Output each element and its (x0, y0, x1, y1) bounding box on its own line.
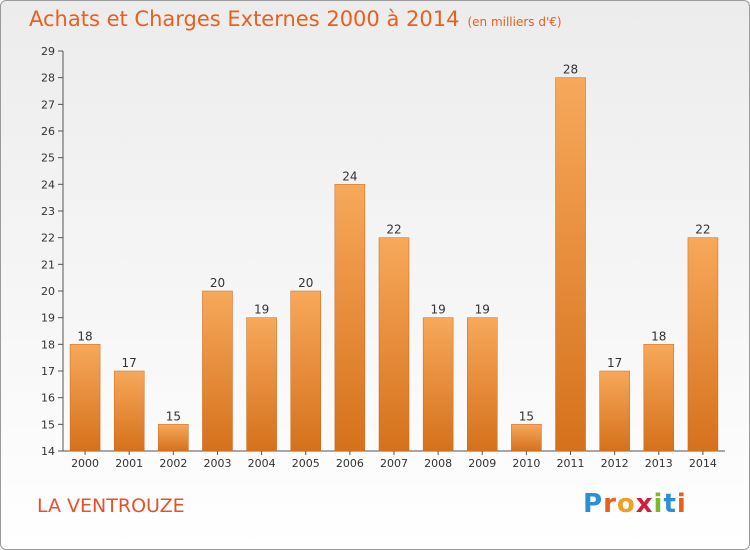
commune-name: LA VENTROUZE (37, 495, 185, 517)
bar[interactable] (246, 317, 277, 452)
y-tick-label: 17 (41, 365, 55, 378)
bars: 18 17 15 20 19 20 24 22 19 19 15 28 17 18 22 (69, 63, 719, 452)
bar-value-label: 18 (651, 329, 666, 343)
bar-value-label: 15 (519, 409, 534, 423)
x-tick-label: 2006 (336, 457, 364, 470)
bar[interactable] (158, 424, 189, 452)
logo-letter: x (635, 489, 654, 519)
bar-value-label: 18 (77, 329, 92, 343)
y-tick-label: 15 (41, 418, 55, 431)
x-tick-label: 2007 (380, 457, 408, 470)
bar-value-label: 22 (695, 223, 710, 237)
bar-value-label: 19 (475, 303, 490, 317)
y-tick-label: 25 (41, 152, 55, 165)
x-tick-label: 2012 (601, 457, 629, 470)
chart-title: Achats et Charges Externes 2000 à 2014 (e… (29, 7, 562, 31)
y-tick-label: 19 (41, 312, 55, 325)
bar[interactable] (290, 290, 321, 452)
bar[interactable] (69, 344, 101, 452)
bar[interactable] (467, 317, 498, 452)
logo-letter: t (663, 489, 677, 519)
x-tick-label: 2014 (689, 457, 717, 470)
y-tick-label: 22 (41, 232, 55, 245)
bar[interactable] (599, 370, 630, 452)
y-tick-label: 29 (41, 45, 55, 58)
bar-value-label: 22 (386, 223, 401, 237)
bar[interactable] (334, 184, 366, 452)
title-text: Achats et Charges Externes 2000 à 2014 (29, 7, 460, 31)
bar-value-label: 15 (166, 409, 181, 423)
x-tick-label: 2000 (71, 457, 99, 470)
bar[interactable] (113, 370, 145, 452)
x-tick-label: 2002 (159, 457, 187, 470)
x-tick-label: 2013 (645, 457, 673, 470)
proxiti-logo[interactable]: Proxiti (583, 489, 687, 519)
y-tick-label: 18 (41, 338, 55, 351)
y-tick-label: 26 (41, 125, 55, 138)
logo-letter: r (603, 489, 617, 519)
x-tick-label: 2005 (292, 457, 320, 470)
y-tick-label: 14 (41, 445, 55, 458)
logo-letter: i (653, 489, 664, 519)
y-tick-label: 24 (41, 178, 55, 191)
bar[interactable] (202, 290, 233, 452)
y-tick-label: 21 (41, 258, 55, 271)
y-tick-label: 23 (41, 205, 55, 218)
x-tick-label: 2001 (115, 457, 143, 470)
x-tick-label: 2008 (424, 457, 452, 470)
bar[interactable] (511, 424, 542, 452)
x-tick-label: 2010 (512, 457, 540, 470)
bar-value-label: 20 (210, 276, 225, 290)
x-tick-label: 2003 (203, 457, 231, 470)
y-tick-label: 27 (41, 98, 55, 111)
title-unit: (en milliers d'€) (467, 15, 562, 29)
bar-value-label: 24 (342, 169, 357, 183)
bar-value-label: 19 (254, 303, 269, 317)
x-tick-label: 2004 (248, 457, 276, 470)
bar-value-label: 20 (298, 276, 313, 290)
x-tick-label: 2009 (468, 457, 496, 470)
bar[interactable] (555, 77, 586, 452)
bar-value-label: 28 (563, 63, 578, 77)
bar[interactable] (643, 344, 675, 452)
axes: 14 15 16 17 18 19 20 21 22 23 24 25 26 27 28 29 2000 2001… (41, 45, 725, 470)
bar-value-label: 19 (430, 303, 445, 317)
logo-letter: o (616, 489, 636, 519)
logo-letter: i (676, 489, 687, 519)
bar-value-label: 17 (607, 356, 622, 370)
bar-value-label: 17 (122, 356, 137, 370)
logo-letter: P (583, 489, 604, 519)
bar[interactable] (378, 237, 410, 452)
bar[interactable] (687, 237, 719, 452)
y-tick-label: 28 (41, 72, 55, 85)
x-tick-label: 2011 (557, 457, 585, 470)
bar[interactable] (422, 317, 454, 452)
y-tick-label: 20 (41, 285, 55, 298)
y-tick-label: 16 (41, 392, 55, 405)
